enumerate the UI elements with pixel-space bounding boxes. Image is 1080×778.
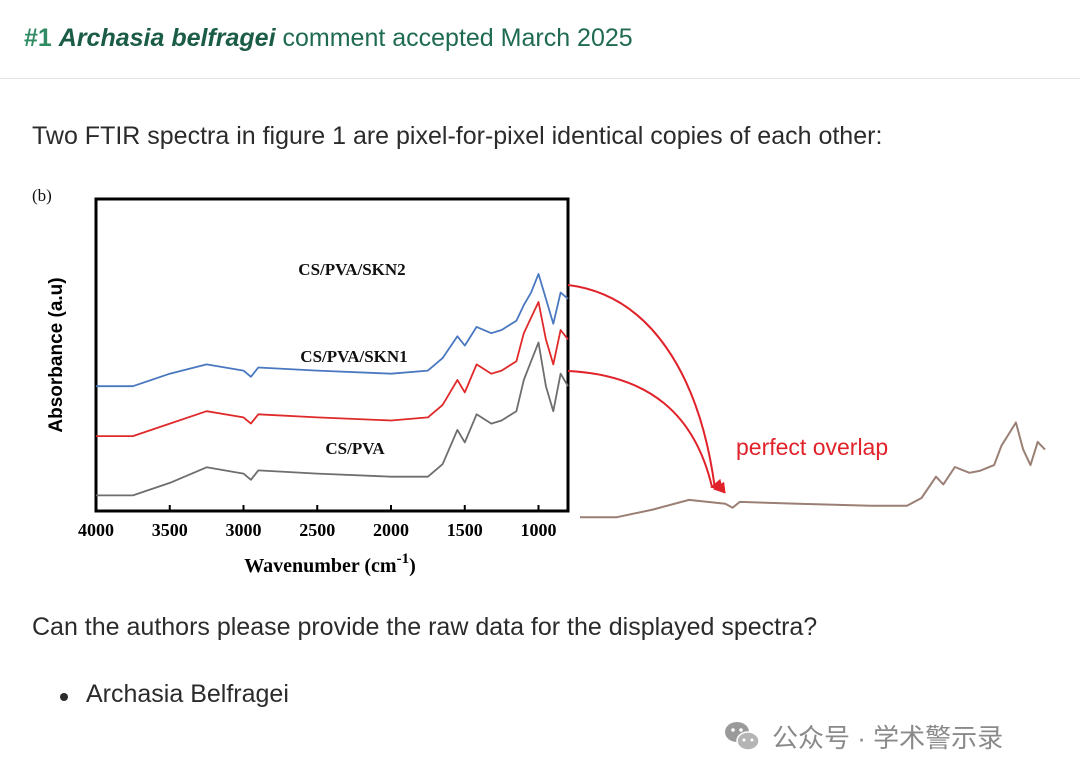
x-tick-label: 1000 (521, 520, 557, 540)
plot-frame (94, 197, 570, 513)
bullet-list: Archasia Belfragei (60, 680, 289, 709)
series-line-skn1 (96, 301, 569, 438)
arrow-skn2 (567, 284, 726, 494)
overlay-spectrum (580, 421, 1046, 519)
list-item: Archasia Belfragei (60, 680, 289, 709)
series-line-cspva (96, 341, 569, 497)
panel-label: (b) (32, 186, 52, 205)
ftir-figure: (b) 4000 3500 3000 2500 2000 1500 1000 Absorba… (0, 175, 1080, 595)
y-axis-label: Absorbance (a.u) (46, 277, 67, 432)
x-axis-label: Wavenumber (cm-1) (244, 551, 416, 577)
series-label-cspva: CS/PVA (325, 439, 385, 458)
x-tick-label: 3000 (226, 520, 262, 540)
series-label-skn2: CS/PVA/SKN2 (298, 260, 405, 279)
x-tick-label: 3500 (152, 520, 188, 540)
watermark-text: 公众号 · 学术警示录 (772, 722, 1004, 753)
series-line-skn2 (96, 273, 569, 388)
series-lines (96, 273, 569, 497)
series-label-skn1: CS/PVA/SKN1 (300, 347, 407, 366)
comment-title: #1 Archasia belfragei comment accepted M… (24, 24, 633, 53)
x-tick-label: 2000 (373, 520, 409, 540)
overlap-annotation: perfect overlap (736, 434, 888, 460)
x-tick-label: 1500 (447, 520, 483, 540)
x-tick-label: 4000 (78, 520, 114, 540)
x-tick-label: 2500 (299, 520, 335, 540)
comment-number[interactable]: #1 (24, 24, 52, 52)
ftir-chart: (b) 4000 3500 3000 2500 2000 1500 1000 Absorba… (32, 186, 1046, 577)
comment-header: #1 Archasia belfragei comment accepted M… (0, 0, 1080, 79)
overlay-spectrum-line (580, 421, 1046, 519)
question-text: Can the authors please provide the raw d… (32, 613, 818, 641)
watermark: 公众号 · 学术警示录 (722, 716, 1003, 756)
intro-text: Two FTIR spectra in figure 1 are pixel-f… (32, 122, 883, 150)
wechat-icon (725, 722, 760, 751)
comment-status: comment accepted March 2025 (282, 24, 633, 52)
x-axis-ticks: 4000 3500 3000 2500 2000 1500 1000 (78, 505, 557, 540)
arrow-skn1 (567, 370, 724, 491)
commenter-name[interactable]: Archasia belfragei (58, 24, 276, 52)
